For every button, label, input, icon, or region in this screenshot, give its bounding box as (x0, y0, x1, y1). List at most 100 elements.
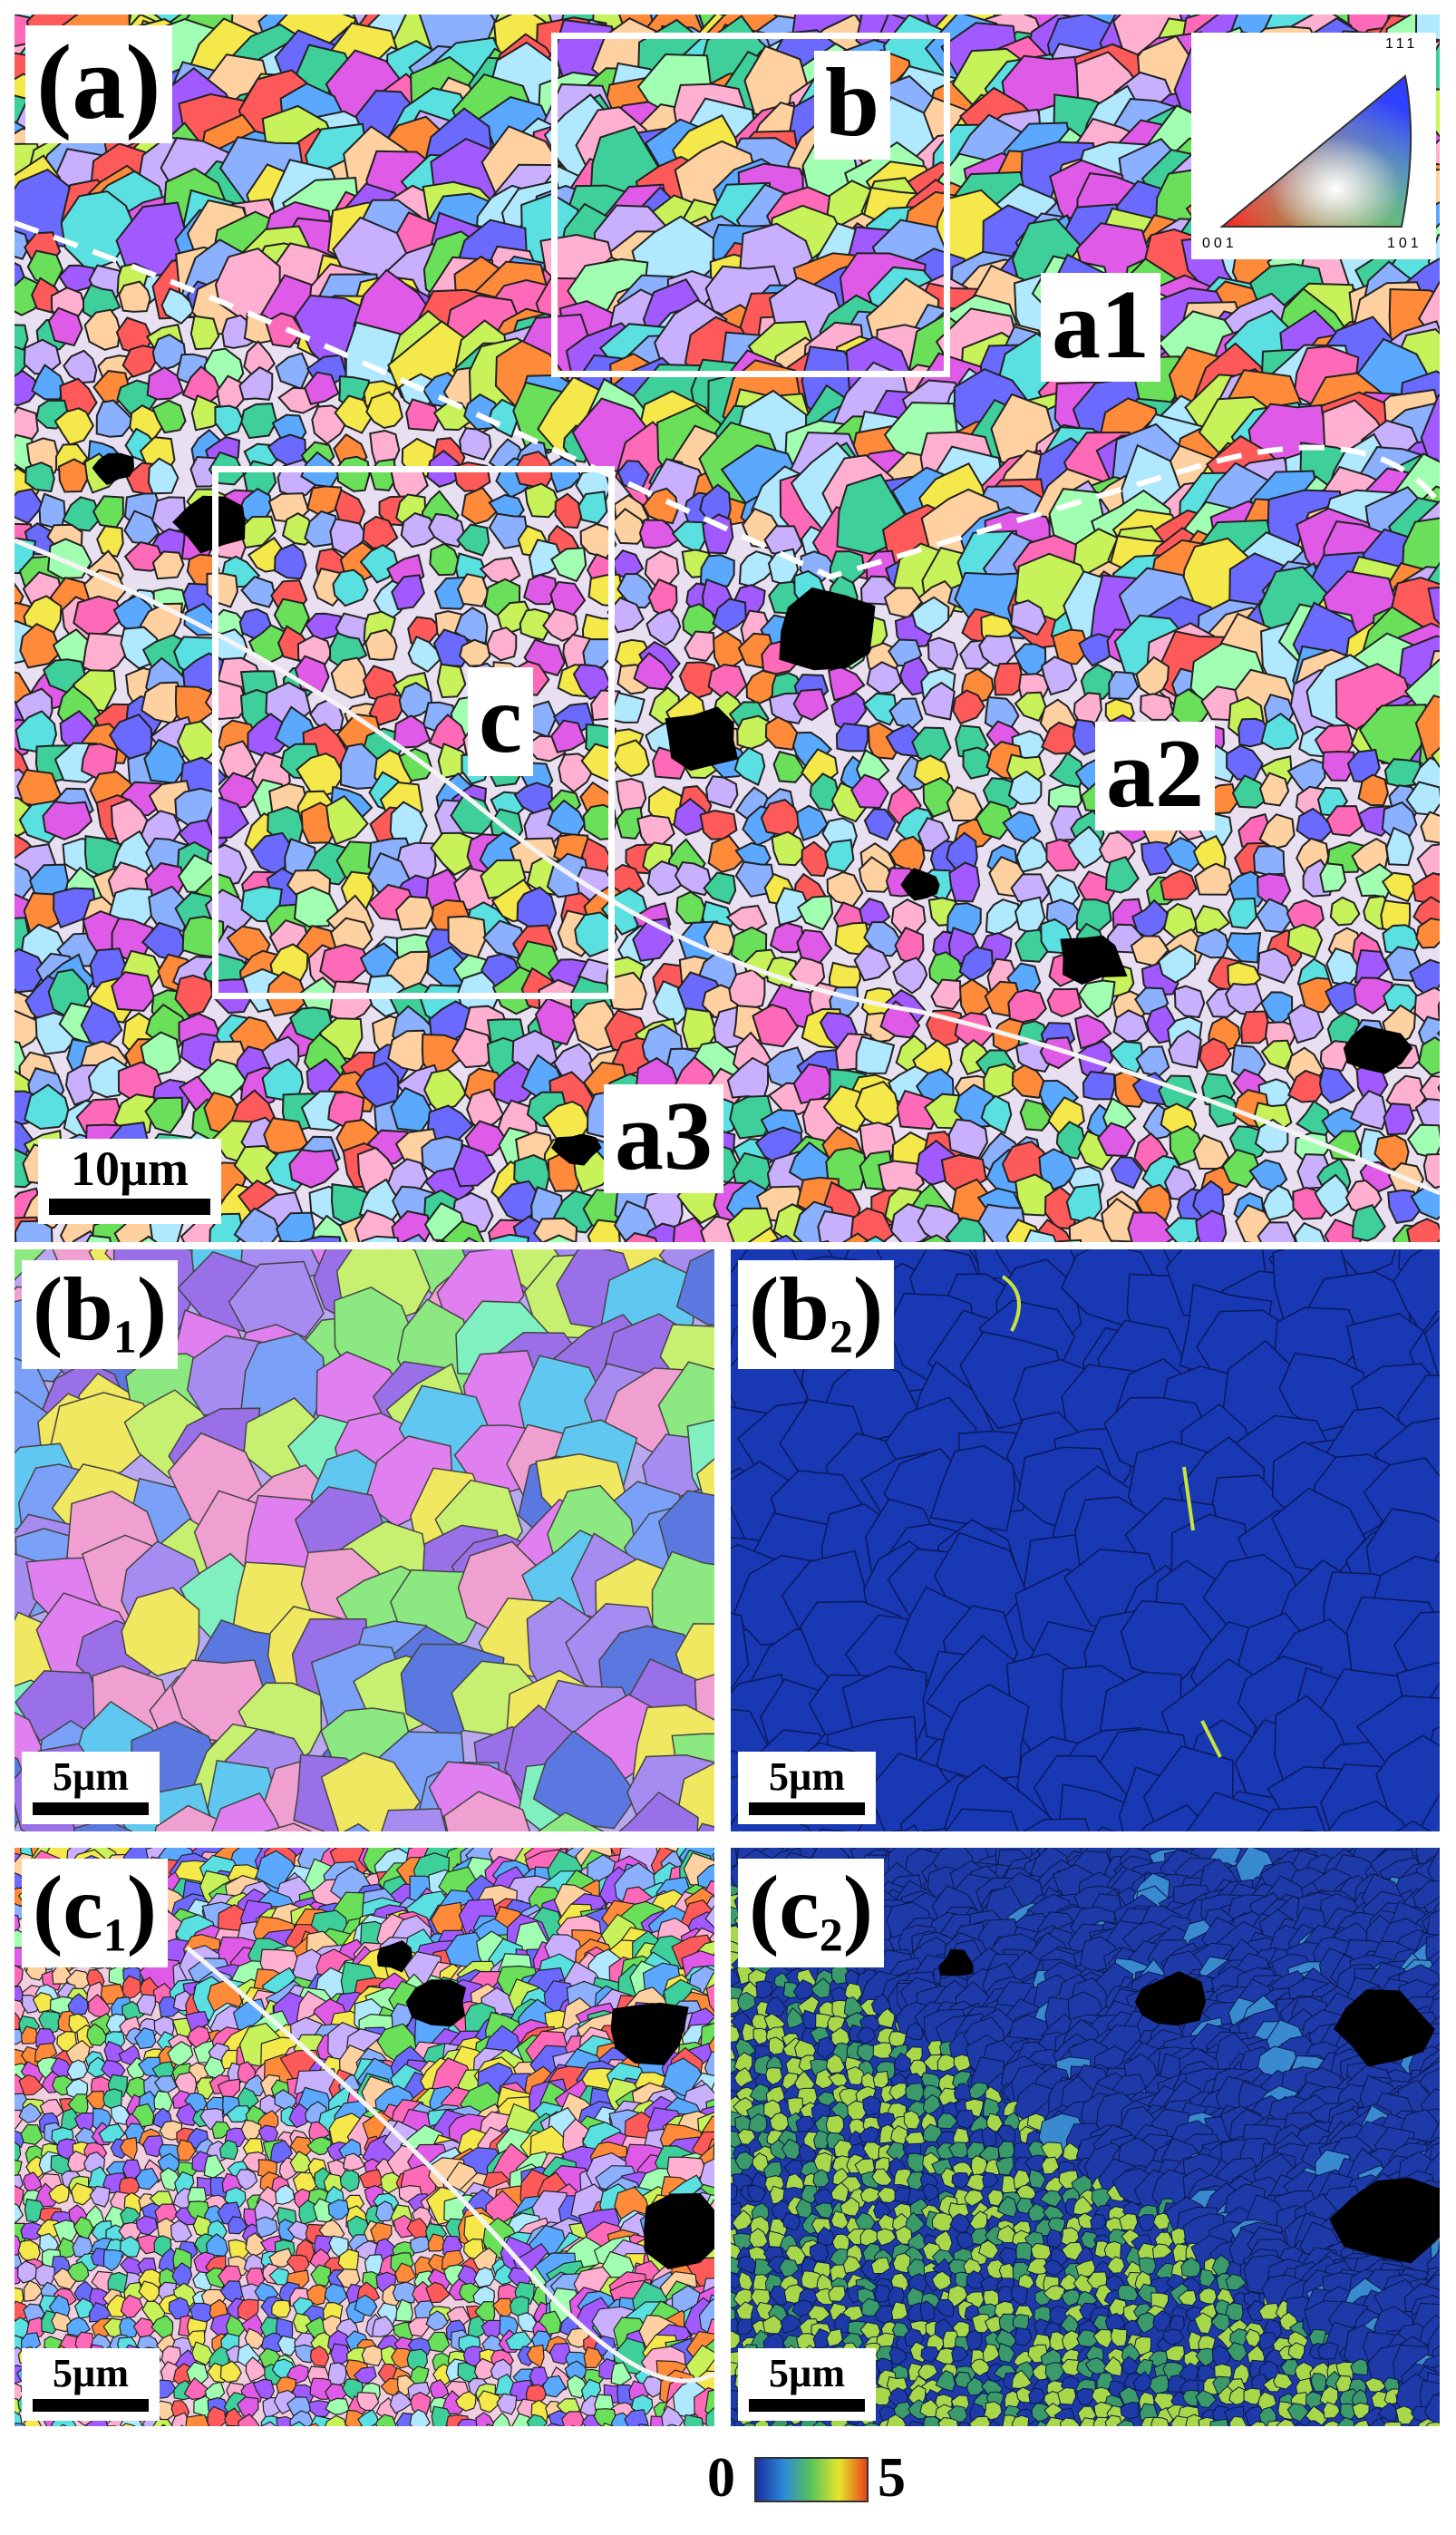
grain (176, 2139, 197, 2161)
grain (830, 1962, 849, 1985)
grain (1055, 1238, 1082, 1242)
grain (1286, 1004, 1325, 1044)
grain (771, 830, 808, 867)
grain (482, 919, 526, 959)
grain (427, 2233, 447, 2252)
grain (1393, 1249, 1440, 1340)
grain (293, 886, 339, 928)
grain (275, 1211, 316, 1242)
grain (277, 2335, 298, 2357)
grain (1067, 825, 1107, 869)
grain (15, 1219, 53, 1242)
grain (186, 2361, 209, 2384)
grain (392, 2281, 417, 2304)
grain (290, 2421, 306, 2426)
grain (902, 1824, 920, 1831)
box-label-c: c (468, 667, 533, 776)
panel-label-b1: (b1) (22, 1260, 179, 1369)
panel-b2-kam-map: (b2) 5µm (731, 1249, 1440, 1831)
grain (1068, 1216, 1114, 1242)
grain (211, 1792, 282, 1831)
grain (1160, 869, 1198, 901)
grain (863, 808, 897, 841)
grain (642, 2376, 665, 2398)
grain (89, 2185, 111, 2208)
grain (919, 1234, 950, 1242)
grain (892, 957, 928, 995)
grain (962, 746, 994, 780)
grain (703, 871, 737, 905)
grain (486, 626, 518, 662)
pore (644, 2193, 714, 2269)
grain (705, 1984, 714, 2013)
grain (1314, 1173, 1354, 1218)
grain (260, 2332, 286, 2354)
grain (138, 2280, 160, 2304)
scale-bar-a-label: 10µm (70, 1141, 189, 1196)
grain (218, 2139, 239, 2161)
grain (134, 2027, 157, 2050)
grain (381, 1808, 447, 1831)
grain (65, 2039, 91, 2067)
scale-bar-b1-label: 5µm (52, 1754, 129, 1799)
grain (975, 801, 1015, 840)
grain (203, 2154, 226, 2179)
grain (593, 2408, 617, 2426)
grain (151, 399, 187, 434)
grain (1173, 985, 1206, 1019)
grain (288, 2103, 311, 2129)
grain (477, 2390, 500, 2414)
grain (616, 806, 645, 840)
grain (1427, 586, 1440, 626)
grain (95, 399, 135, 438)
grain (1420, 393, 1440, 471)
grain (1055, 1121, 1086, 1160)
grain (277, 1240, 304, 1242)
scale-bar-a: 10µm (38, 1139, 221, 1224)
grain (678, 661, 718, 699)
grain (330, 2343, 351, 2365)
grain (532, 1217, 578, 1242)
grain (712, 1852, 714, 1862)
grain (63, 349, 98, 384)
grain (855, 1035, 896, 1074)
grain (86, 2056, 110, 2078)
grain (905, 2022, 924, 2041)
grain (1040, 656, 1078, 696)
grain (877, 2007, 896, 2029)
grain (441, 1219, 485, 1242)
grain (236, 2169, 258, 2190)
grain (219, 2360, 242, 2384)
panel-label-b2: (b2) (738, 1260, 895, 1369)
grain (24, 1083, 72, 1131)
panel-c2-kam-map: (c2) 5µm (731, 1848, 1440, 2426)
grain (1163, 836, 1207, 873)
grain (816, 2036, 837, 2060)
grain (57, 458, 91, 493)
grain (707, 834, 746, 873)
box-b-outline (551, 33, 950, 377)
scale-bar-b1: 5µm (22, 1752, 160, 1824)
grain (85, 1234, 112, 1242)
grain (801, 840, 830, 878)
grain (1349, 1089, 1388, 1131)
grain (731, 2025, 741, 2044)
grain (1357, 773, 1389, 807)
grain (489, 1233, 530, 1242)
grain (18, 2074, 44, 2096)
panel-label-c1-close: ) (126, 1857, 157, 1957)
grain (240, 576, 277, 608)
grain (356, 2392, 380, 2412)
scale-bar-a-line (49, 1199, 210, 1215)
grain (665, 2423, 679, 2426)
grain (15, 276, 43, 316)
grain (310, 2264, 332, 2287)
grain (310, 2346, 330, 2367)
grain (151, 550, 185, 580)
grain (731, 1968, 741, 1987)
grain (455, 2391, 477, 2412)
grain (952, 689, 985, 725)
grain (672, 1216, 709, 1242)
grain (770, 1234, 797, 1242)
grain (20, 2025, 40, 2045)
